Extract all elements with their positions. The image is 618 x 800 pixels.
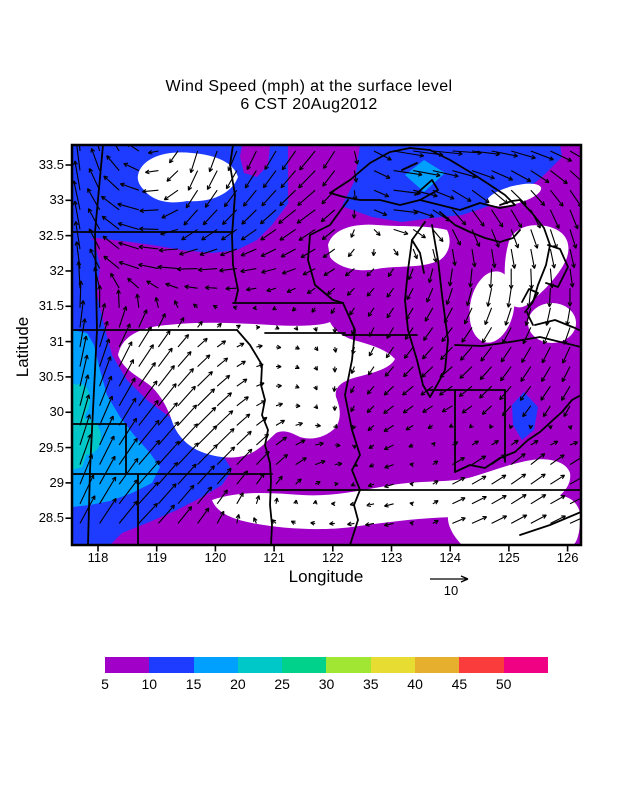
wind-vector-arrows: [72, 145, 581, 528]
colorbar-segment: [326, 657, 371, 673]
x-tick-label: 123: [380, 550, 403, 565]
y-tick-label: 33.5: [38, 157, 64, 172]
colorbar-tick-label: 45: [451, 676, 468, 692]
x-tick-label: 120: [204, 550, 227, 565]
y-tick-label: 32.5: [38, 227, 64, 243]
x-tick-label: 118: [87, 550, 109, 565]
fill-20-25mph-spot1: [72, 419, 101, 455]
colorbar-segment: [149, 657, 194, 673]
colorbar-segment: [459, 657, 504, 673]
colorbar-tick-label: 30: [318, 676, 335, 692]
x-tick-label: 125: [498, 550, 520, 565]
map-frame: [70, 143, 583, 547]
colorbar-tick-label: 35: [363, 676, 379, 692]
y-tick-label: 29.5: [38, 439, 64, 455]
x-tick-label: 126: [556, 550, 579, 565]
plot-title-line1: Wind Speed (mph) at the surface level: [165, 78, 453, 95]
fill-lt5mph-michigan: [469, 271, 515, 343]
y-tick-label: 31.5: [38, 298, 64, 314]
x-tick-label: 124: [439, 550, 462, 565]
fill-5-10mph-top-blob2: [288, 145, 360, 245]
colorbar-segment: [105, 657, 150, 673]
y-tick-label: 30.5: [38, 368, 64, 384]
colorbar-segment: [415, 657, 460, 673]
colorbar-tick-label: 5: [101, 676, 109, 692]
y-tick-label: 31: [49, 333, 64, 349]
y-tick-label: 32: [49, 262, 64, 278]
x-tick-label: 119: [146, 550, 168, 565]
fill-lt5mph-erie: [528, 303, 576, 343]
colorbar: [105, 657, 548, 673]
fill-lt5mph-wisconsin: [328, 224, 450, 271]
fill-lt5mph-topleft-notch: [137, 152, 238, 203]
fill-lt5mph-up-sliver: [486, 183, 542, 207]
colorbar-tick-label: 40: [407, 676, 423, 692]
colorbar-segment: [193, 657, 238, 673]
y-tick-label: 28.5: [38, 510, 64, 526]
plot-title-line2: 6 CST 20Aug2012: [240, 96, 378, 113]
colorbar-tick-label: 10: [141, 676, 158, 692]
fill-15-20mph-superior: [405, 160, 445, 192]
fill-15-20mph-dot: [142, 477, 150, 485]
x-tick-label: 122: [321, 550, 344, 565]
colorbar-tick-label: 15: [185, 676, 202, 692]
reference-vector-label: 10: [443, 583, 459, 598]
fill-lt5mph-bottom-right: [447, 494, 581, 545]
colorbar-segment: [370, 657, 416, 673]
colorbar-tick-label: 20: [230, 676, 246, 692]
plot-title: Wind Speed (mph) at the surface level 6 …: [0, 78, 618, 114]
y-tick-label: 33: [49, 192, 64, 208]
colorbar-segment: [503, 657, 548, 673]
x-tick-label: 121: [263, 550, 285, 565]
y-tick-label: 30: [49, 404, 64, 420]
colorbar-tick-label: 25: [274, 676, 290, 692]
map-canvas: [65, 143, 583, 552]
colorbar-segment: [282, 657, 327, 673]
reference-vector-arrow: [430, 575, 469, 583]
x-axis-label: Longitude: [288, 567, 364, 586]
colorbar-segment: [237, 657, 283, 673]
colorbar-tick-label: 50: [495, 676, 512, 692]
y-tick-label: 29: [49, 474, 64, 490]
